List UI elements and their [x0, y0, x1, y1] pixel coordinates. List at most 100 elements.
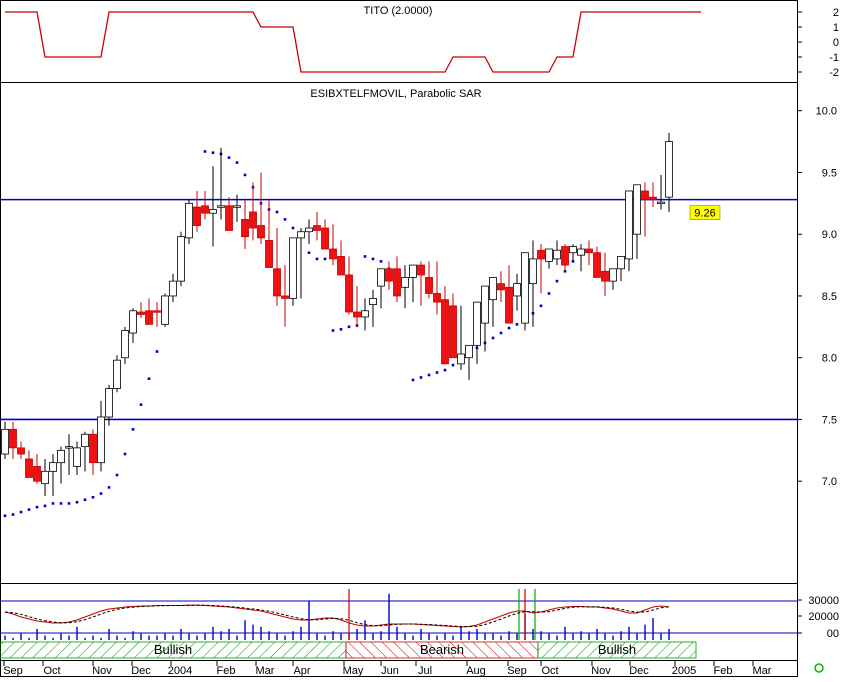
candle-body [577, 248, 585, 256]
candle-body [297, 231, 305, 239]
indicator-y-tick-label: 30000 [808, 595, 839, 607]
candle-body [281, 295, 289, 299]
x-tick-label: Jun [381, 665, 399, 677]
tito-line [5, 11, 701, 73]
candle-body [225, 205, 233, 231]
candle-body [321, 227, 329, 250]
tito-y-axis: 2 1 0 -1 -2 [797, 7, 839, 79]
sar-dot [291, 226, 295, 230]
sar-dot [555, 279, 559, 283]
trend-zone-band [537, 641, 697, 659]
sar-dot [227, 156, 231, 159]
candle-body [353, 311, 361, 318]
sar-dot [379, 260, 383, 263]
candle-body [457, 353, 465, 365]
candle-body [665, 141, 673, 198]
candle-body [201, 205, 209, 214]
candle-body [89, 433, 97, 464]
trend-zone-label: Bullish [598, 642, 636, 657]
tito-y-tick-label: 2 [833, 7, 839, 19]
candle-body [601, 270, 609, 282]
candle-body [433, 293, 441, 303]
tito-title: TITO (2.0000) [364, 5, 433, 17]
candle-body [217, 205, 225, 208]
sar-dot [363, 255, 367, 258]
candle-body [33, 465, 41, 482]
candle-body [609, 268, 617, 282]
main-title: ESIBXTELFMOVIL, Parabolic SAR [310, 88, 481, 100]
candle-body [441, 299, 449, 365]
sar-dot [499, 331, 503, 335]
x-tick-label: Jul [418, 665, 432, 677]
candle-body [193, 206, 201, 226]
candle-body [409, 264, 417, 278]
sar-dot [419, 376, 423, 379]
candle-body [177, 236, 185, 282]
tito-y-tick-label: 0 [833, 37, 839, 49]
sar-dot [411, 378, 415, 382]
last-price-tag-label: 9.26 [694, 208, 715, 220]
candle-body [417, 264, 425, 276]
x-tick-label: Feb [714, 665, 733, 677]
candle-body [641, 190, 649, 201]
sar-dot [67, 502, 71, 505]
sar-dot [3, 514, 7, 518]
candle-body [1, 428, 9, 455]
sar-dot [211, 151, 215, 154]
candle-body [73, 447, 81, 467]
candle-body [161, 295, 169, 325]
candle-body [105, 388, 113, 418]
sar-dot [43, 504, 47, 508]
x-tick-label: Dec [131, 665, 151, 677]
tito-y-tick-label: 1 [833, 22, 839, 34]
sar-dot [243, 173, 247, 177]
sar-dot [59, 502, 63, 505]
sar-dot [115, 473, 119, 477]
candle-body [449, 305, 457, 359]
trend-zone-label: Bearish [420, 642, 464, 657]
x-tick-label: Apr [293, 665, 310, 677]
candle-body [65, 446, 73, 449]
candle-body [329, 248, 337, 260]
sar-dot [27, 508, 31, 511]
sar-dot [515, 323, 519, 326]
price-y-tick-label: 10.0 [816, 106, 837, 118]
price-y-tick-label: 8.5 [822, 291, 837, 303]
sar-dot [427, 373, 431, 377]
trend-zone-label: Bullish [154, 642, 192, 657]
date-x-axis: Sep Oct Nov Dec 2004 Feb Mar Apr May Jun Jul Aug Sep… [0, 660, 797, 677]
sar-dot [75, 500, 79, 504]
candle-body [25, 458, 33, 478]
sar-dot [315, 257, 319, 261]
trend-zone-bands: Bullish Bearish Bullish [0, 641, 697, 659]
sar-dot [443, 368, 447, 372]
candle-body [393, 268, 401, 297]
sar-dot [539, 304, 543, 308]
candle-body [257, 225, 265, 239]
sar-dot [507, 326, 511, 330]
x-tick-label: Sep [3, 665, 23, 677]
sar-dot [123, 452, 127, 456]
x-tick-label: 2004 [168, 665, 192, 677]
candle-body [369, 298, 377, 305]
sar-dot [107, 486, 111, 489]
tito-y-tick-label: -2 [829, 67, 839, 79]
candle-body [137, 311, 145, 315]
candle-body [593, 252, 601, 278]
candle-body [481, 285, 489, 324]
candle-body [521, 252, 529, 324]
sar-dot [11, 513, 15, 516]
candle-body [401, 277, 409, 288]
x-tick-label: May [343, 665, 364, 677]
candle-body [169, 280, 177, 297]
candle-body [385, 268, 393, 282]
candle-body [113, 359, 121, 389]
candle-body [97, 416, 105, 464]
indicator-y-axis: 30000 20000 00 [797, 595, 839, 640]
sar-dot [435, 371, 439, 374]
candle-body [569, 246, 577, 254]
candle-body [553, 249, 561, 260]
candle-body [513, 283, 521, 297]
sar-dot [139, 403, 143, 406]
x-tick-label: Dec [629, 665, 649, 677]
